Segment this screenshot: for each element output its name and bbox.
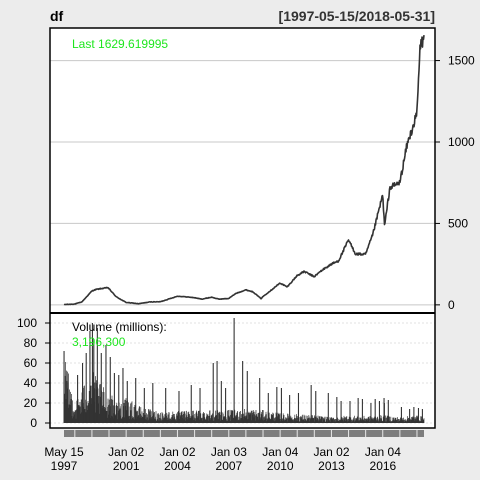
price-y-tick-label: 0 — [448, 298, 455, 312]
price-line — [63, 35, 425, 306]
price-y-tick-label: 1500 — [448, 54, 475, 68]
x-tick-label-date: Jan 02 — [313, 445, 349, 459]
price-panel-grid — [50, 60, 435, 306]
price-y-axis: 0 500 1000 1500 — [435, 54, 475, 312]
x-tick-label-year: 2004 — [164, 459, 191, 473]
x-tick-label-date: May 15 — [44, 445, 84, 459]
x-tick-label-year: 1997 — [51, 459, 78, 473]
volume-series — [63, 318, 425, 423]
price-series — [63, 35, 425, 306]
chart-date-range: [1997-05-15/2018-05-31] — [279, 8, 435, 24]
chart-frame — [49, 27, 436, 429]
last-price-label: Last 1629.619995 — [72, 37, 168, 51]
x-tick-label-date: Jan 04 — [262, 445, 298, 459]
volume-y-tick-label: 40 — [24, 376, 38, 390]
time-axis-band-fill — [64, 430, 424, 437]
volume-y-axis: 0 20 40 60 80 100 — [17, 316, 50, 430]
x-tick-label-year: 2007 — [216, 459, 243, 473]
x-tick-label-year: 2010 — [267, 459, 294, 473]
volume-title: Volume (millions): — [72, 320, 167, 334]
volume-y-tick-label: 0 — [30, 416, 37, 430]
x-tick-label-date: Jan 04 — [365, 445, 401, 459]
x-tick-label-date: Jan 02 — [159, 445, 195, 459]
volume-y-tick-label: 80 — [24, 336, 38, 350]
x-tick-label-year: 2001 — [113, 459, 140, 473]
x-tick-label-year: 2016 — [370, 459, 397, 473]
time-axis-band — [64, 430, 424, 437]
price-panel — [50, 28, 435, 313]
chart-title-left: df — [50, 8, 64, 24]
volume-y-tick-label: 100 — [17, 316, 37, 330]
volume-last-value: 3,196,300 — [72, 335, 126, 349]
x-tick-label-date: Jan 03 — [211, 445, 247, 459]
price-y-tick-label: 1000 — [448, 135, 475, 149]
x-tick-label-date: Jan 02 — [108, 445, 144, 459]
x-tick-label-year: 2013 — [318, 459, 345, 473]
price-y-tick-label: 500 — [448, 216, 468, 230]
volume-y-tick-label: 20 — [24, 396, 38, 410]
volume-y-tick-label: 60 — [24, 356, 38, 370]
